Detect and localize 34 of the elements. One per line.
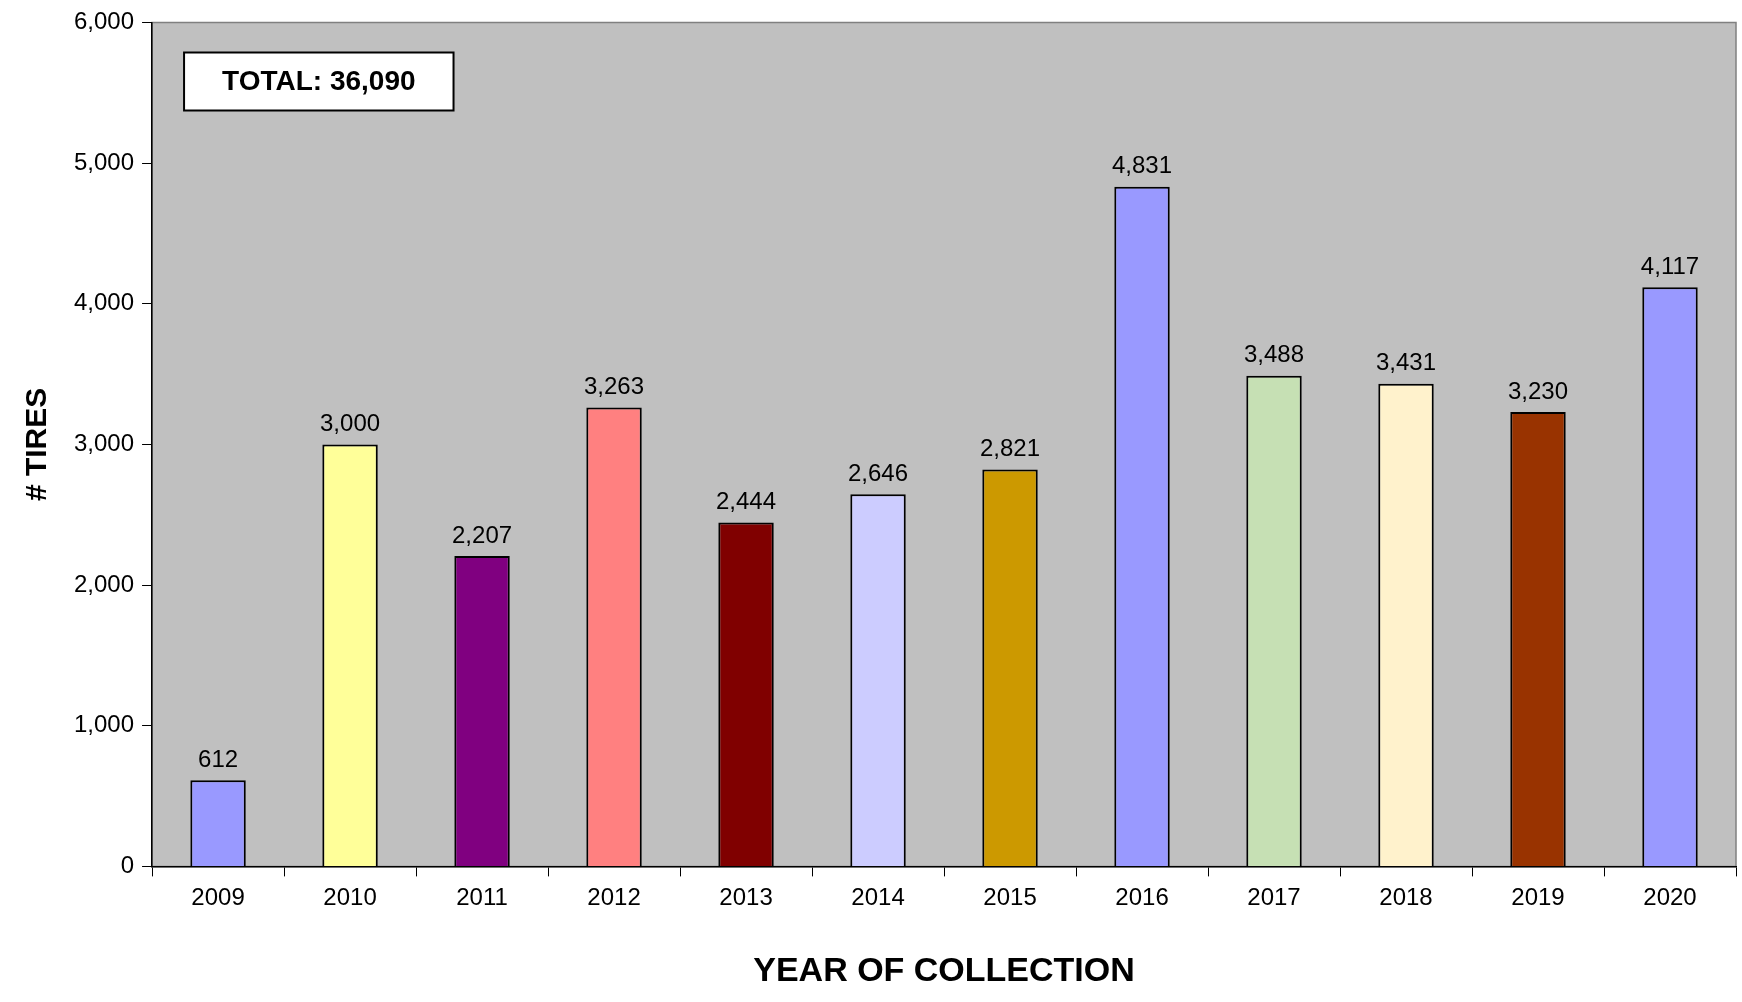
x-tick-label: 2020 xyxy=(1643,883,1697,911)
x-tick-label: 2010 xyxy=(323,883,377,911)
x-tick-label: 2015 xyxy=(983,883,1037,911)
x-tick-label: 2011 xyxy=(456,883,508,911)
data-label: 3,488 xyxy=(1243,340,1305,368)
x-tick-label: 2013 xyxy=(719,883,773,911)
x-tick-label: 2019 xyxy=(1511,883,1565,911)
data-label: 3,431 xyxy=(1375,348,1437,376)
y-tick-label: 6,000 xyxy=(74,7,135,35)
y-tick-label: 3,000 xyxy=(74,429,135,457)
data-label: 3,000 xyxy=(320,409,381,437)
data-label: 4,831 xyxy=(1111,151,1173,179)
data-label: 612 xyxy=(198,744,239,772)
x-tick-label: 2014 xyxy=(851,883,905,911)
y-tick-label: 5,000 xyxy=(74,147,135,175)
x-tick-label: 2017 xyxy=(1247,883,1301,911)
x-tick-label: 2018 xyxy=(1379,883,1433,911)
y-tick-label: 4,000 xyxy=(74,288,135,316)
x-tick-label: 2009 xyxy=(191,883,245,911)
annotation: TOTAL: 36,090 xyxy=(222,65,416,97)
y-tick-label: 1,000 xyxy=(74,710,135,738)
data-label: 3,263 xyxy=(584,372,645,400)
data-label: 2,821 xyxy=(980,434,1041,462)
y-axis-title: # TIRES xyxy=(19,387,53,502)
data-label: 3,230 xyxy=(1507,376,1569,404)
y-tick-label: 0 xyxy=(120,851,135,879)
data-label: 2,207 xyxy=(452,520,513,548)
data-label: 4,117 xyxy=(1640,251,1700,279)
data-label: 2,444 xyxy=(716,487,777,515)
data-label: 2,646 xyxy=(848,458,909,486)
x-axis-title: YEAR OF COLLECTION xyxy=(753,949,1135,988)
x-tick-label: 2016 xyxy=(1115,883,1169,911)
y-tick-label: 2,000 xyxy=(74,569,135,597)
x-tick-label: 2012 xyxy=(587,883,641,911)
